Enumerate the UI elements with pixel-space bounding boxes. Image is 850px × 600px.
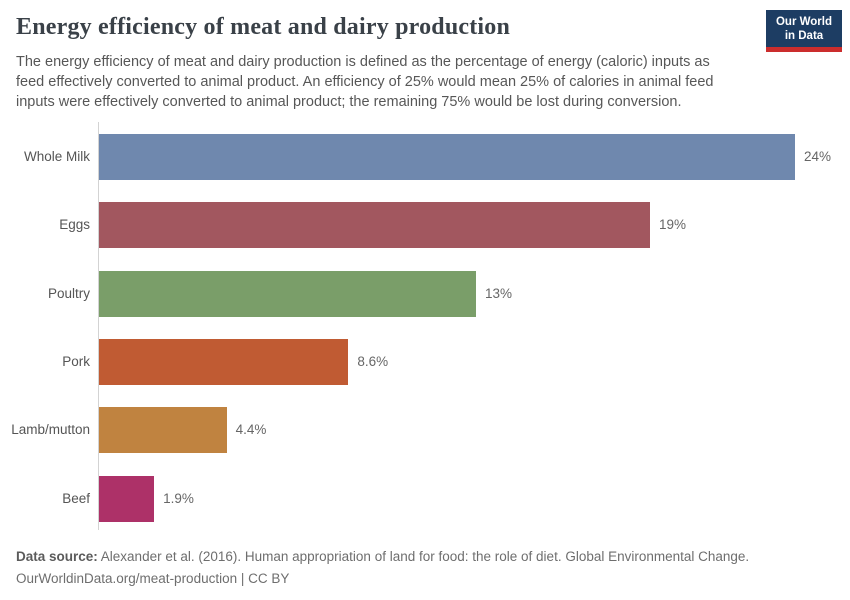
chart-row: Whole Milk 24% bbox=[0, 134, 850, 180]
chart-row: Pork 8.6% bbox=[0, 338, 850, 385]
bar-pork[interactable] bbox=[99, 338, 349, 385]
chart-footer: Data source: Alexander et al. (2016). Hu… bbox=[16, 546, 836, 590]
chart-row: Lamb/mutton 4.4% bbox=[0, 407, 850, 454]
value-label: 1.9% bbox=[163, 490, 194, 506]
data-source-label: Data source: bbox=[16, 549, 98, 564]
bar-lamb-mutton[interactable] bbox=[99, 407, 227, 454]
chart-row: Eggs 19% bbox=[0, 202, 850, 249]
chart-row: Poultry 13% bbox=[0, 270, 850, 317]
license-line: OurWorldinData.org/meat-production | CC … bbox=[16, 571, 290, 586]
owid-logo-box: Our World in Data bbox=[766, 10, 842, 52]
chart-row: Beef 1.9% bbox=[0, 475, 850, 522]
value-label: 8.6% bbox=[357, 353, 389, 369]
owid-logo-line2: in Data bbox=[784, 30, 824, 42]
subtitle-line: feed effectively converted to animal pro… bbox=[16, 74, 714, 90]
bar-eggs[interactable] bbox=[99, 202, 650, 249]
category-label: Beef bbox=[62, 490, 90, 506]
subtitle-line: The energy efficiency of meat and dairy … bbox=[16, 54, 710, 70]
y-axis-line bbox=[98, 122, 99, 530]
data-source-text: Alexander et al. (2016). Human appropria… bbox=[97, 549, 750, 564]
chart-subtitle: The energy efficiency of meat and dairy … bbox=[16, 52, 756, 112]
category-label: Lamb/mutton bbox=[11, 422, 90, 438]
bar-poultry[interactable] bbox=[99, 270, 476, 317]
page-title: Energy efficiency of meat and dairy prod… bbox=[16, 14, 511, 40]
value-label: 19% bbox=[659, 217, 687, 233]
chart-header: Energy efficiency of meat and dairy prod… bbox=[16, 14, 756, 112]
subtitle-line: inputs were effectively converted to ani… bbox=[16, 94, 682, 110]
value-label: 13% bbox=[485, 285, 513, 301]
category-label: Eggs bbox=[59, 217, 90, 233]
value-label: 24% bbox=[804, 149, 832, 164]
value-label: 4.4% bbox=[235, 422, 267, 438]
owid-logo-line1: Our World bbox=[775, 16, 832, 28]
category-label: Pork bbox=[62, 353, 90, 369]
owid-logo[interactable]: Our World in Data bbox=[766, 10, 842, 52]
category-label: Whole Milk bbox=[23, 149, 90, 164]
bar-whole-milk[interactable] bbox=[99, 134, 795, 180]
bar-beef[interactable] bbox=[99, 475, 155, 522]
category-label: Poultry bbox=[47, 285, 90, 301]
bar-chart: Whole Milk 24% Eggs 19% Poultry 13% Pork 8.6% La… bbox=[0, 122, 850, 530]
data-source-line: Data source: Alexander et al. (2016). Hu… bbox=[16, 546, 836, 568]
